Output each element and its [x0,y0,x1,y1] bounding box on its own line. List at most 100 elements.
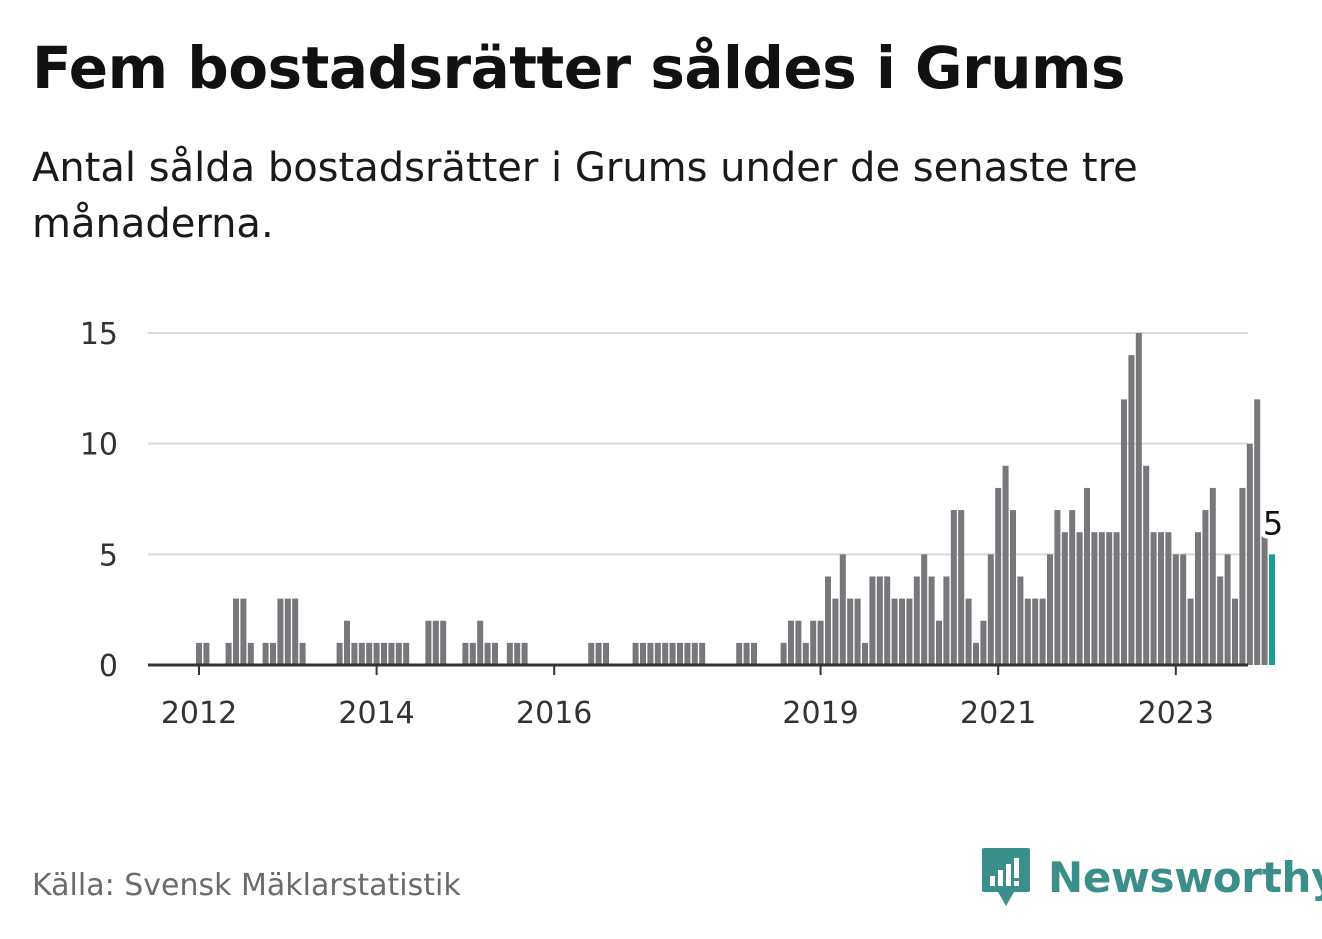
bar [647,642,654,665]
y-tick-label: 5 [99,538,118,573]
bars [196,333,1275,665]
bar [388,642,395,665]
bar [1239,487,1246,665]
bar [891,598,898,665]
bar [802,642,809,665]
bar [1172,554,1179,665]
bar [492,642,498,665]
bar [1254,399,1261,665]
bar [869,576,876,665]
bar [751,642,757,665]
bar [847,598,854,665]
bar [1047,554,1053,665]
bar [862,642,868,665]
bar [292,598,299,665]
bar [1187,598,1194,665]
bar [1143,465,1150,665]
bar [995,487,1002,665]
bar [196,642,202,665]
bar [1217,576,1224,665]
y-axis-labels: 0 5 10 15 [80,317,118,684]
bar [699,642,706,665]
bar [477,620,484,665]
bar [654,642,661,665]
bar [233,598,239,665]
bar [1202,510,1209,665]
bar [1224,554,1231,665]
highlight-value-label: 5 [1263,504,1283,542]
bar [980,620,987,665]
chart-subtitle: Antal sålda bostadsrätter i Grums under … [32,145,1138,247]
bar [262,642,269,665]
bar [506,642,513,665]
y-tick-label: 0 [99,649,118,684]
bar [810,620,817,665]
bar [299,642,306,665]
bar [1084,487,1090,665]
bar [1098,532,1105,665]
bar [921,554,928,665]
bar [1232,598,1238,665]
bar [1246,443,1253,665]
bar [691,642,698,665]
chart-title: Fem bostadsrätter såldes i Grums [32,34,1126,102]
bar [1261,532,1268,665]
bar [780,642,787,665]
bar [344,620,350,665]
bar [1135,333,1142,665]
bar [899,598,905,665]
bar [958,510,965,665]
y-tick-label: 10 [80,428,118,463]
bar [521,642,528,665]
bar [1165,532,1172,665]
bar [677,642,683,665]
bar [595,642,602,665]
bar [884,576,891,665]
brand-name: Newsworthy [1048,852,1322,902]
bar [1113,532,1120,665]
bar [1054,510,1061,665]
bar [1017,576,1024,665]
bar [632,642,639,665]
bar [832,598,839,665]
bar [1106,532,1113,665]
x-tick-label: 2021 [960,696,1036,731]
bar [225,642,232,665]
bar [736,642,743,665]
bar [913,576,920,665]
bar [1128,355,1135,665]
bar [876,576,883,665]
bar [943,576,950,665]
bar [440,620,447,665]
bar [462,642,469,665]
bar [277,598,284,665]
x-tick-label: 2014 [338,696,414,731]
bar [381,642,387,665]
bar [662,642,669,665]
bar [1209,487,1216,665]
bar [1091,532,1098,665]
bar [1150,532,1157,665]
bar [403,642,410,665]
bar [965,598,972,665]
bar [1180,554,1187,665]
brand-logo[interactable]: Newsworthy [980,846,1322,908]
bar [351,642,358,665]
bar [247,642,254,665]
bar [1158,532,1164,665]
bar [1061,532,1068,665]
bar [240,598,247,665]
bar [373,642,380,665]
source-note: Källa: Svensk Mäklarstatistik [32,868,461,903]
bar [640,642,646,665]
bar [854,598,861,665]
x-axis-labels: 2012 2014 2016 2019 2021 2023 [161,696,1214,731]
bar [1002,465,1009,665]
bar [366,642,373,665]
x-tick-label: 2016 [516,696,592,731]
bar [1039,598,1046,665]
x-tick-label: 2023 [1138,696,1214,731]
bar [817,620,824,665]
highlight-bar [1269,554,1275,665]
